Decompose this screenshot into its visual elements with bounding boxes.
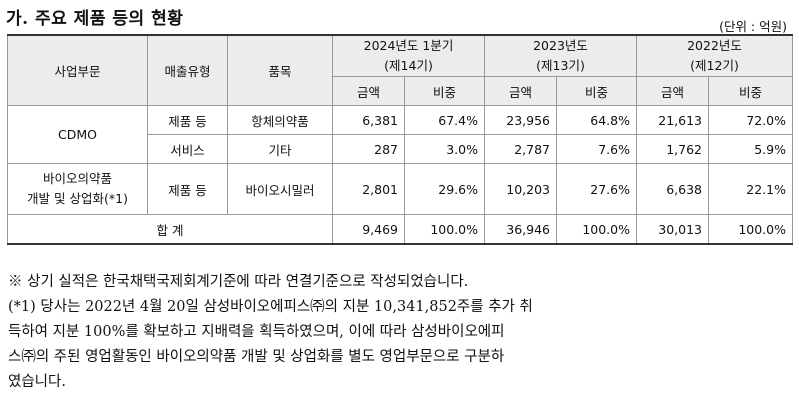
total-value: 30,013 (636, 214, 709, 245)
table-row: CDMO 제품 등 항체의약품 6,381 67.4% 23,956 64.8%… (7, 105, 793, 164)
header-period-2024q1: 2024년도 1분기 (제14기) (332, 34, 485, 77)
products-table: 사업부문 매출유형 품목 2024년도 1분기 (제14기) 2023년도 (제… (7, 34, 793, 245)
total-value: 100.0% (708, 214, 793, 245)
unit-label: (단위 : 억원) (719, 19, 787, 34)
footnote-basis: ※ 상기 실적은 한국채택국제회계기준에 따라 연결기준으로 작성되었습니다. (8, 274, 469, 290)
total-value: 36,946 (484, 214, 557, 245)
header-amount: 금액 (636, 76, 709, 106)
period-term: (제14기) (384, 58, 433, 73)
value-cell: 72.0% (708, 105, 793, 135)
header-row-1: 사업부문 매출유형 품목 2024년도 1분기 (제14기) 2023년도 (제… (7, 34, 793, 106)
header-row-2: 금액 비중 금액 비중 금액 비중 (8, 76, 793, 106)
table-row: 서비스 기타 287 3.0% 2,787 7.6% 1,762 5.9% (8, 134, 793, 164)
header-period-2022: 2022년도 (제12기) (636, 34, 793, 77)
header-division: 사업부문 (7, 34, 148, 106)
footnote-line: (*1) 당사는 2022년 4월 20일 삼성바이오에피스㈜의 지분 10,3… (8, 299, 533, 315)
table-row: 바이오의약품 개발 및 상업화(*1) 제품 등 바이오시밀러 2,801 29… (7, 163, 793, 215)
value-cell: 5.9% (708, 134, 793, 164)
period-label: 2024년도 1분기 (363, 38, 454, 53)
footnote-line: 득하여 지분 100%를 확보하고 지배력을 획득하였으며, 이에 따라 삼성바… (8, 324, 505, 340)
footnotes: ※ 상기 실적은 한국채택국제회계기준에 따라 연결기준으로 작성되었습니다. … (8, 270, 793, 395)
sales-type-cell: 제품 등 (147, 105, 228, 135)
footnote-line: 였습니다. (8, 374, 66, 390)
item-cell: 항체의약품 (227, 105, 333, 135)
total-label: 합 계 (7, 214, 333, 245)
division-cdmo: CDMO (7, 105, 148, 164)
division-bio-line2: 개발 및 상업화(*1) (27, 191, 128, 206)
section-title: 가. 주요 제품 등의 현황 (6, 9, 184, 29)
total-value: 100.0% (404, 214, 485, 245)
header-amount: 금액 (484, 76, 557, 106)
total-row: 합 계 9,469 100.0% 36,946 100.0% 30,013 10… (7, 214, 793, 245)
value-cell: 7.6% (556, 134, 637, 164)
period-label: 2022년도 (687, 38, 742, 53)
header-amount: 금액 (332, 76, 405, 106)
item-cell: 바이오시밀러 (227, 163, 333, 215)
period-term: (제13기) (536, 58, 585, 73)
period-term: (제12기) (690, 58, 739, 73)
value-cell: 1,762 (636, 134, 709, 164)
footnote-line: 스㈜의 주된 영업활동인 바이오의약품 개발 및 상업화를 별도 영업부문으로 … (8, 349, 505, 365)
sales-type-cell: 서비스 (147, 134, 228, 164)
header-ratio: 비중 (556, 76, 637, 106)
value-cell: 21,613 (636, 105, 709, 135)
total-value: 100.0% (556, 214, 637, 245)
value-cell: 6,381 (332, 105, 405, 135)
value-cell: 64.8% (556, 105, 637, 135)
value-cell: 10,203 (484, 163, 557, 215)
header-ratio: 비중 (708, 76, 793, 106)
value-cell: 67.4% (404, 105, 485, 135)
header-item: 품목 (227, 34, 333, 106)
division-bio: 바이오의약품 개발 및 상업화(*1) (7, 163, 148, 215)
value-cell: 3.0% (404, 134, 485, 164)
value-cell: 23,956 (484, 105, 557, 135)
header-sales-type: 매출유형 (147, 34, 228, 106)
value-cell: 2,787 (484, 134, 557, 164)
sales-type-cell: 제품 등 (147, 163, 228, 215)
period-label: 2023년도 (533, 38, 588, 53)
value-cell: 29.6% (404, 163, 485, 215)
value-cell: 287 (332, 134, 405, 164)
value-cell: 27.6% (556, 163, 637, 215)
value-cell: 22.1% (708, 163, 793, 215)
division-bio-line1: 바이오의약품 (42, 171, 112, 186)
value-cell: 2,801 (332, 163, 405, 215)
header-ratio: 비중 (404, 76, 485, 106)
value-cell: 6,638 (636, 163, 709, 215)
total-value: 9,469 (332, 214, 405, 245)
item-cell: 기타 (227, 134, 333, 164)
header-period-2023: 2023년도 (제13기) (484, 34, 637, 77)
